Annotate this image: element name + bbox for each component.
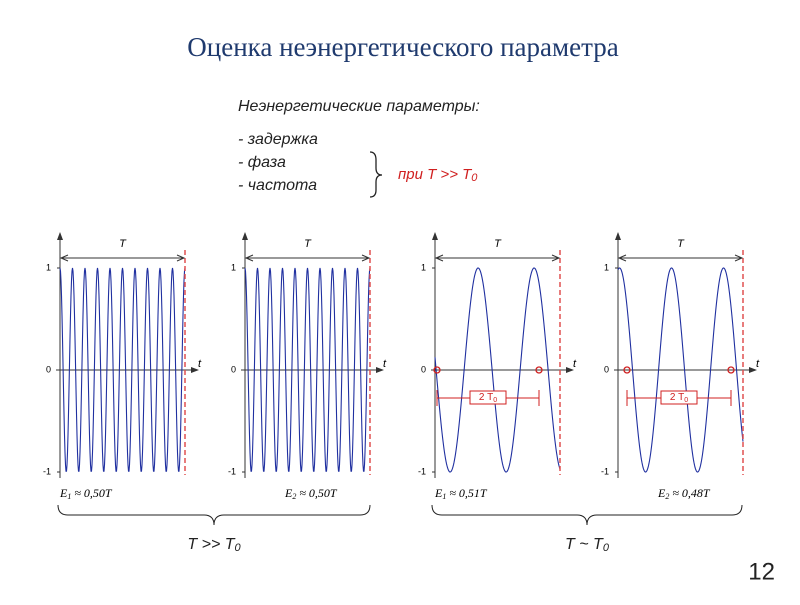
- axis-arrow: [566, 367, 574, 373]
- energy-sym: E: [434, 486, 443, 500]
- marker-box: [660, 390, 698, 405]
- energy-label: E2 ≈ 0,48T: [657, 486, 711, 501]
- signal: [244, 267, 371, 472]
- y-tick-label: 1: [46, 262, 51, 272]
- y-tick-label: -1: [228, 466, 236, 476]
- axis-label: t: [198, 358, 202, 370]
- page-number: 12: [748, 558, 775, 585]
- axis-arrow: [615, 232, 621, 240]
- energy-rest: ≈ 0,48T: [669, 486, 711, 500]
- params-heading: Неэнергетические параметры:: [238, 98, 480, 115]
- marker-label-sub: 0: [493, 397, 497, 404]
- arrow-head: [59, 254, 186, 262]
- signal: [59, 267, 186, 472]
- axis-label: t: [383, 358, 387, 370]
- energy-label: E2 ≈ 0,50T: [284, 486, 338, 501]
- axis-arrow: [432, 232, 438, 240]
- period-label: T: [304, 238, 312, 250]
- energy-sub: 1: [442, 492, 446, 501]
- brace: [369, 151, 383, 198]
- group-brace: [431, 504, 743, 526]
- marker-label-main: 2 T: [670, 392, 684, 403]
- energy-rest: ≈ 0,50T: [296, 486, 338, 500]
- y-tick-label: 1: [604, 262, 609, 272]
- zero-crossing: [623, 366, 631, 374]
- y-tick-label: 1: [231, 262, 236, 272]
- period-label: T: [119, 238, 127, 250]
- energy-sym: E: [59, 486, 68, 500]
- param-item: - задержка: [238, 131, 318, 148]
- y-tick-label: 0: [231, 364, 236, 374]
- axis-arrow: [376, 367, 384, 373]
- axis-arrow: [749, 367, 757, 373]
- energy-sym: E: [284, 486, 293, 500]
- y-tick-label: 0: [46, 364, 51, 374]
- energy-sub: 2: [665, 492, 669, 501]
- energy-label: E1 ≈ 0,50T: [59, 486, 113, 501]
- axis-label: t: [573, 358, 577, 370]
- y-tick-label: 0: [421, 364, 426, 374]
- marker-label-sub: 0: [684, 397, 688, 404]
- group-label: T ~ T0: [565, 536, 610, 554]
- y-tick-label: 0: [604, 364, 609, 374]
- energy-label: E1 ≈ 0,51T: [434, 486, 488, 501]
- marker-label: 2 T0: [670, 392, 688, 404]
- marker-label: 2 T0: [479, 392, 497, 404]
- y-tick-label: -1: [418, 466, 426, 476]
- marker-label-main: 2 T: [479, 392, 493, 403]
- arrow-head: [617, 254, 744, 262]
- energy-sub: 1: [67, 492, 71, 501]
- y-tick-label: 1: [421, 262, 426, 272]
- marker-box: [469, 390, 507, 405]
- zero-crossing: [535, 366, 543, 374]
- energy-rest: ≈ 0,51T: [446, 486, 488, 500]
- condition: при T >> T0: [398, 166, 478, 184]
- energy-rest: ≈ 0,50T: [71, 486, 113, 500]
- y-tick-label: -1: [601, 466, 609, 476]
- param-item: - частота: [238, 177, 317, 194]
- axis-arrow: [242, 232, 248, 240]
- period-label: T: [677, 238, 685, 250]
- zero-crossing: [727, 366, 735, 374]
- signal: [434, 267, 561, 473]
- slide-title: Оценка неэнергетического параметра: [187, 32, 618, 62]
- group-label: T >> T0: [187, 536, 241, 554]
- arrow-head: [434, 254, 561, 262]
- axis-arrow: [191, 367, 199, 373]
- y-tick-label: -1: [43, 466, 51, 476]
- energy-sub: 2: [292, 492, 296, 501]
- zero-crossing: [433, 366, 441, 374]
- group-brace: [57, 504, 371, 526]
- signal: [617, 267, 744, 473]
- arrow-head: [244, 254, 371, 262]
- axis-arrow: [57, 232, 63, 240]
- energy-sym: E: [657, 486, 666, 500]
- axis-label: t: [756, 358, 760, 370]
- period-label: T: [494, 238, 502, 250]
- param-item: - фаза: [238, 154, 286, 171]
